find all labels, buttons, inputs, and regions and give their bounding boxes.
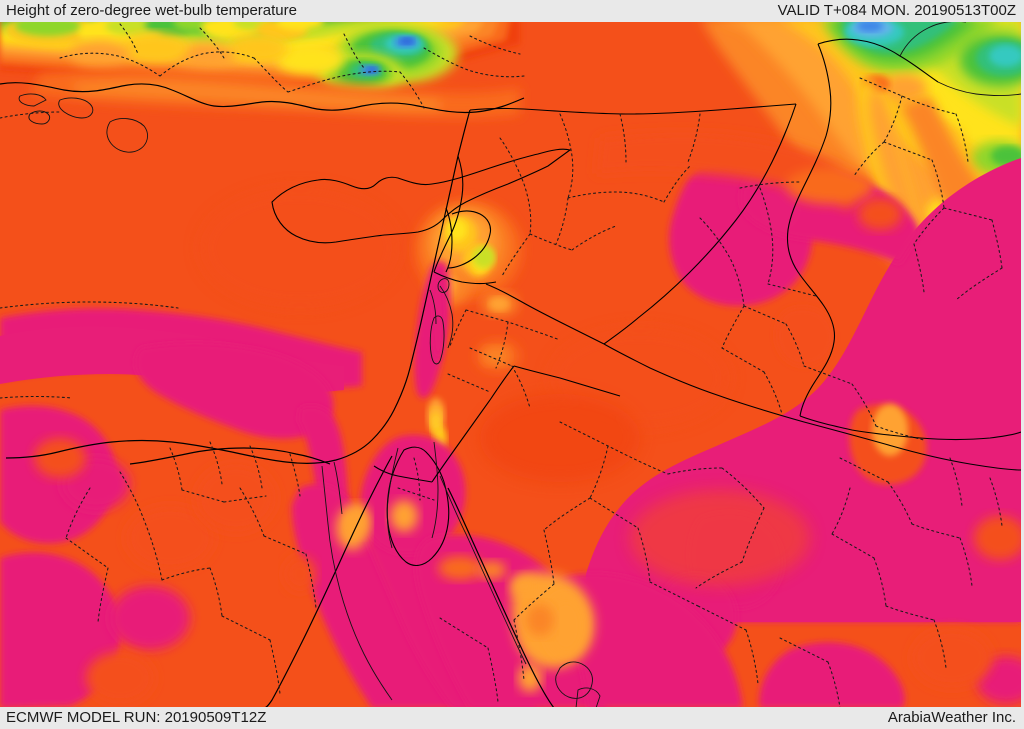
forecast-map-canvas[interactable] [0,18,1021,708]
model-run-label: ECMWF MODEL RUN: 20190509T12Z [6,709,267,726]
contour-desert-mottle [200,188,810,586]
contour-rift-magenta [414,261,451,450]
header-band: Height of zero-degree wet-bulb temperatu… [0,0,1024,22]
contour-egypt-magenta [0,308,742,708]
valid-time-label: VALID T+084 MON. 20190513T00Z [777,2,1016,19]
credit-label: ArabiaWeather Inc. [887,709,1016,726]
contour-anatolia [30,69,520,118]
contour-field [0,18,1021,708]
province-borders [0,23,1003,708]
map-raster [0,18,1021,708]
contour-arabia-orange [346,504,595,692]
page-title: Height of zero-degree wet-bulb temperatu… [6,2,297,19]
footer-band: ECMWF MODEL RUN: 20190509T12Z ArabiaWeat… [0,707,1024,729]
